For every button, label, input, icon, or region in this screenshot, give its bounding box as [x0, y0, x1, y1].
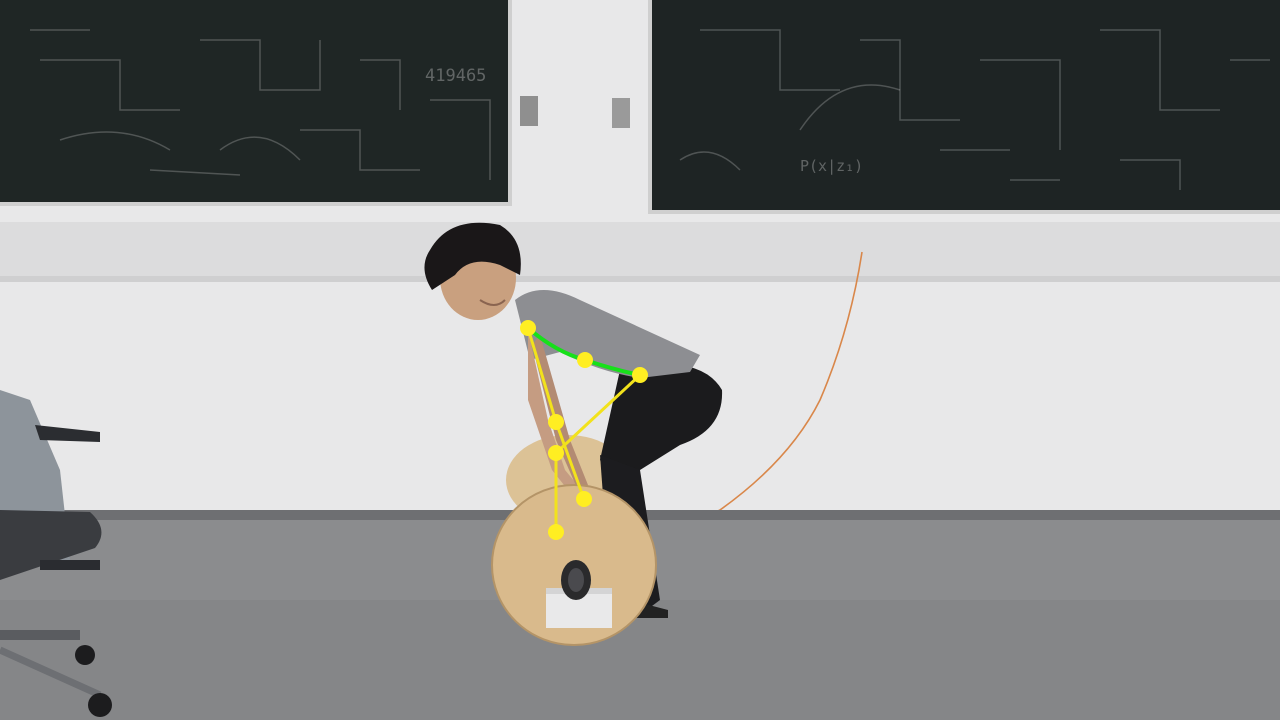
plate-front [491, 484, 657, 646]
chalkboard-left-text: 419465 [425, 66, 487, 86]
chalkboard-right-text: P(x|z₁) [800, 157, 864, 175]
joint-ankle [548, 524, 564, 540]
joint-wrist [576, 491, 592, 507]
office-chair [0, 390, 112, 717]
joint-hip [632, 367, 648, 383]
joint-elbow [548, 414, 564, 430]
chalk-scribbles [30, 29, 1270, 190]
wall-switch-right [612, 98, 630, 128]
chalk-rail [0, 222, 1280, 280]
wall-switch-left [520, 96, 538, 126]
limb-knee-wrist [554, 421, 586, 500]
limb-hip-knee [554, 373, 642, 455]
joint-knee [548, 445, 564, 461]
joint-shoulder [520, 320, 536, 336]
pose-overlay [520, 320, 648, 540]
limb-shoulder-knee [526, 327, 558, 423]
joint-upper-back [577, 352, 593, 368]
